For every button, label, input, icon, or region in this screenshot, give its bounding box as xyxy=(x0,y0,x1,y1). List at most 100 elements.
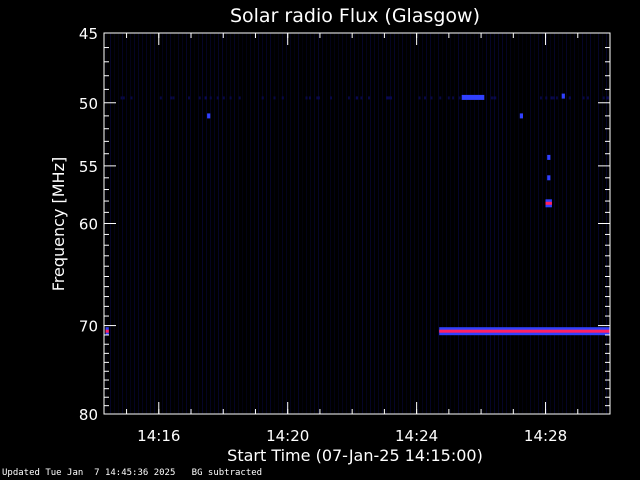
noise-streak xyxy=(358,33,359,414)
noise-streak xyxy=(274,33,275,414)
noise-dot xyxy=(122,96,125,100)
noise-streak xyxy=(270,33,271,414)
noise-streak xyxy=(370,33,371,414)
noise-streak xyxy=(214,33,215,414)
noise-dot xyxy=(552,96,555,100)
noise-streak xyxy=(298,33,299,414)
noise-streak xyxy=(250,33,251,414)
noise-streak xyxy=(198,33,199,414)
noise-streak xyxy=(194,33,195,414)
emission-core xyxy=(105,329,109,333)
noise-streak xyxy=(166,33,167,414)
noise-dot xyxy=(545,96,548,100)
noise-streak xyxy=(238,33,239,414)
noise-streak xyxy=(258,33,259,414)
noise-streak xyxy=(178,33,179,414)
noise-streak xyxy=(554,33,555,414)
noise-dot xyxy=(130,96,133,100)
noise-streak xyxy=(546,33,547,414)
noise-streak xyxy=(446,33,447,414)
x-tick-label: 14:28 xyxy=(524,427,567,445)
noise-dot xyxy=(308,96,311,100)
noise-streak xyxy=(386,33,387,414)
noise-streak xyxy=(134,33,135,414)
x-tick-label: 14:20 xyxy=(266,427,309,445)
noise-streak xyxy=(314,33,315,414)
noise-streak xyxy=(462,33,463,414)
noise-dot xyxy=(430,96,433,100)
noise-streak xyxy=(170,33,171,414)
noise-dot xyxy=(355,96,358,100)
noise-streak xyxy=(286,33,287,414)
noise-streak xyxy=(478,33,479,414)
noise-streak xyxy=(374,33,375,414)
noise-streak xyxy=(306,33,307,414)
noise-streak xyxy=(490,33,491,414)
noise-dot xyxy=(281,96,284,100)
noise-streak xyxy=(218,33,219,414)
noise-streak xyxy=(150,33,151,414)
noise-streak xyxy=(558,33,559,414)
noise-streak xyxy=(578,33,579,414)
noise-dot xyxy=(305,96,308,100)
noise-streak xyxy=(418,33,419,414)
noise-streak xyxy=(510,33,511,414)
noise-streak xyxy=(138,33,139,414)
noise-streak xyxy=(366,33,367,414)
noise-streak xyxy=(146,33,147,414)
noise-streak xyxy=(266,33,267,414)
noise-streak xyxy=(278,33,279,414)
noise-streak xyxy=(310,33,311,414)
noise-dot xyxy=(424,96,426,100)
noise-streak xyxy=(334,33,335,414)
noise-streak xyxy=(126,33,127,414)
emission-feature xyxy=(207,113,211,119)
noise-streak xyxy=(434,33,435,414)
noise-streak xyxy=(402,33,403,414)
noise-dot xyxy=(458,96,461,100)
noise-streak xyxy=(326,33,327,414)
noise-streak xyxy=(406,33,407,414)
noise-dot xyxy=(188,96,190,100)
x-tick-label: 14:16 xyxy=(137,427,180,445)
noise-dot xyxy=(316,96,319,100)
noise-streak xyxy=(322,33,323,414)
noise-streak xyxy=(330,33,331,414)
noise-streak xyxy=(450,33,451,414)
noise-dot xyxy=(418,96,421,100)
noise-streak xyxy=(262,33,263,414)
noise-streak xyxy=(550,33,551,414)
noise-dot xyxy=(447,96,450,100)
noise-streak xyxy=(318,33,319,414)
noise-streak xyxy=(302,33,303,414)
noise-streak xyxy=(354,33,355,414)
noise-streak xyxy=(362,33,363,414)
noise-streak xyxy=(246,33,247,414)
noise-streak xyxy=(290,33,291,414)
noise-dot xyxy=(159,96,162,100)
emission-core xyxy=(545,201,552,205)
noise-streak xyxy=(158,33,159,414)
noise-streak xyxy=(574,33,575,414)
noise-dot xyxy=(388,96,391,100)
noise-dot xyxy=(330,96,332,100)
noise-streak xyxy=(582,33,583,414)
noise-streak xyxy=(338,33,339,414)
noise-streak xyxy=(410,33,411,414)
noise-streak xyxy=(438,33,439,414)
noise-streak xyxy=(206,33,207,414)
noise-dot xyxy=(222,96,225,100)
noise-dot xyxy=(568,96,571,100)
noise-streak xyxy=(226,33,227,414)
noise-streak xyxy=(142,33,143,414)
noise-streak xyxy=(222,33,223,414)
noise-streak xyxy=(590,33,591,414)
footer-bg-note: BG subtracted xyxy=(191,468,263,478)
noise-dot xyxy=(360,96,363,100)
noise-streak xyxy=(498,33,499,414)
noise-streak xyxy=(210,33,211,414)
noise-dot xyxy=(439,96,442,100)
y-tick-label: 80 xyxy=(79,406,98,424)
noise-dot xyxy=(586,96,589,100)
